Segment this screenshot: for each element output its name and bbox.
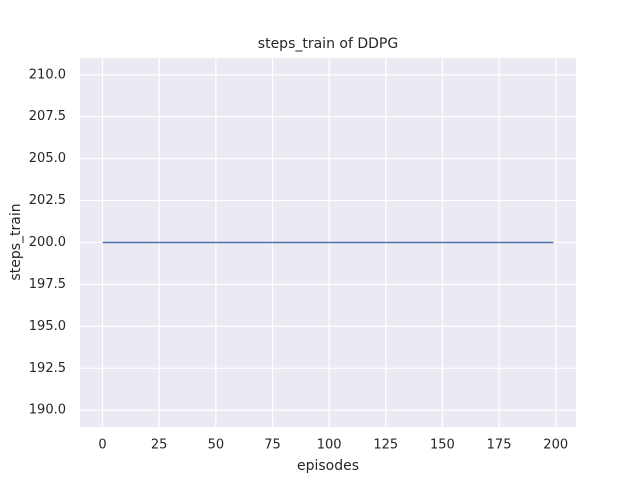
y-tick-label: 190.0	[29, 403, 66, 418]
x-tick-label: 125	[373, 438, 398, 453]
x-tick-label: 25	[151, 438, 168, 453]
y-tick-label: 195.0	[29, 319, 66, 334]
chart-title: steps_train of DDPG	[258, 36, 398, 52]
y-tick-label: 197.5	[29, 277, 66, 292]
x-tick-label: 100	[317, 438, 342, 453]
y-tick-label: 202.5	[29, 193, 66, 208]
x-tick-label: 75	[264, 438, 281, 453]
x-axis-label: episodes	[297, 458, 359, 474]
y-tick-label: 210.0	[29, 67, 66, 82]
x-tick-label: 50	[208, 438, 225, 453]
y-tick-label: 192.5	[29, 361, 66, 376]
x-tick-label: 175	[487, 438, 512, 453]
y-tick-label: 207.5	[29, 109, 66, 124]
x-tick-label: 0	[98, 438, 106, 453]
x-tick-label: 150	[430, 438, 455, 453]
y-axis-label: steps_train	[8, 203, 24, 280]
y-tick-label: 205.0	[29, 151, 66, 166]
y-tick-label: 200.0	[29, 235, 66, 250]
x-tick-label: 200	[543, 438, 568, 453]
